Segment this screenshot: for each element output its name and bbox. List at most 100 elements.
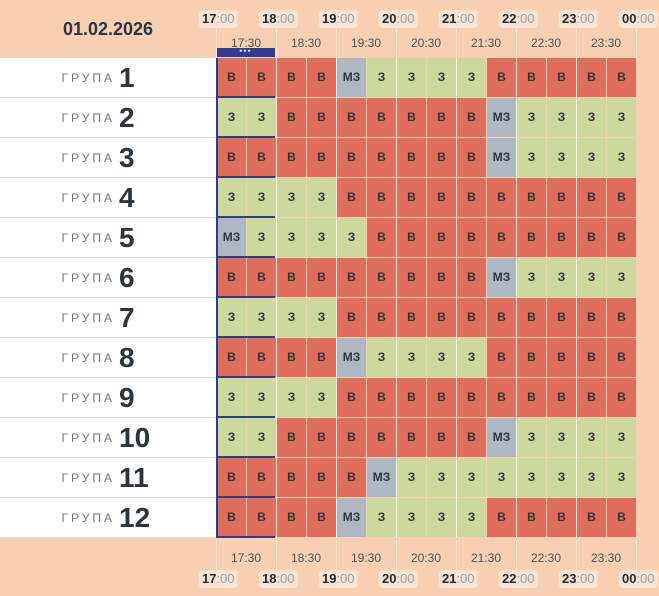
schedule-cell[interactable]: В [487, 178, 516, 217]
schedule-cell[interactable]: В [337, 138, 366, 177]
schedule-cell[interactable]: В [247, 58, 276, 97]
schedule-cell[interactable]: З [367, 338, 396, 377]
schedule-cell[interactable]: З [277, 298, 306, 337]
schedule-cell[interactable]: З [307, 298, 336, 337]
schedule-cell[interactable]: В [607, 378, 636, 417]
schedule-cell[interactable]: МЗ [337, 338, 366, 377]
schedule-cell[interactable]: З [247, 218, 276, 257]
schedule-cell[interactable]: В [457, 218, 486, 257]
schedule-cell[interactable]: З [277, 178, 306, 217]
schedule-cell[interactable]: В [547, 378, 576, 417]
schedule-cell[interactable]: В [487, 298, 516, 337]
current-time-marker[interactable]: ••• [216, 47, 275, 57]
schedule-cell[interactable]: В [607, 298, 636, 337]
schedule-cell[interactable]: З [307, 378, 336, 417]
schedule-cell[interactable]: В [547, 58, 576, 97]
group-label-row[interactable]: ГРУПА 4 [0, 178, 216, 218]
group-label-row[interactable]: ГРУПА 3 [0, 138, 216, 178]
schedule-cell[interactable]: В [457, 258, 486, 297]
schedule-cell[interactable]: В [217, 58, 246, 97]
schedule-cell[interactable]: В [247, 138, 276, 177]
schedule-cell[interactable]: З [607, 258, 636, 297]
schedule-cell[interactable]: В [367, 178, 396, 217]
schedule-cell[interactable]: З [577, 458, 606, 497]
schedule-cell[interactable]: З [517, 138, 546, 177]
schedule-cell[interactable]: В [307, 98, 336, 137]
schedule-cell[interactable]: З [217, 178, 246, 217]
schedule-cell[interactable]: В [457, 98, 486, 137]
schedule-cell[interactable]: З [517, 418, 546, 457]
schedule-cell[interactable]: З [397, 498, 426, 537]
schedule-cell[interactable]: З [427, 498, 456, 537]
schedule-cell[interactable]: З [577, 418, 606, 457]
schedule-cell[interactable]: В [367, 258, 396, 297]
schedule-cell[interactable]: В [547, 178, 576, 217]
schedule-cell[interactable]: В [487, 338, 516, 377]
schedule-cell[interactable]: В [397, 378, 426, 417]
schedule-cell[interactable]: В [337, 258, 366, 297]
schedule-cell[interactable]: З [517, 98, 546, 137]
schedule-cell[interactable]: В [517, 338, 546, 377]
schedule-cell[interactable]: В [547, 338, 576, 377]
group-label-row[interactable]: ГРУПА 6 [0, 258, 216, 298]
group-label-row[interactable]: ГРУПА 7 [0, 298, 216, 338]
schedule-cell[interactable]: В [517, 298, 546, 337]
schedule-cell[interactable]: В [367, 98, 396, 137]
schedule-cell[interactable]: В [307, 458, 336, 497]
schedule-cell[interactable]: З [577, 138, 606, 177]
schedule-cell[interactable]: В [307, 498, 336, 537]
schedule-cell[interactable]: З [547, 418, 576, 457]
schedule-cell[interactable]: В [577, 218, 606, 257]
schedule-cell[interactable]: В [397, 178, 426, 217]
schedule-cell[interactable]: З [607, 458, 636, 497]
schedule-cell[interactable]: З [397, 338, 426, 377]
schedule-cell[interactable]: МЗ [487, 98, 516, 137]
schedule-cell[interactable]: МЗ [367, 458, 396, 497]
schedule-cell[interactable]: В [247, 258, 276, 297]
schedule-cell[interactable]: В [517, 218, 546, 257]
schedule-cell[interactable]: В [607, 178, 636, 217]
schedule-cell[interactable]: В [427, 178, 456, 217]
schedule-cell[interactable]: В [487, 218, 516, 257]
schedule-cell[interactable]: В [457, 418, 486, 457]
schedule-cell[interactable]: З [427, 458, 456, 497]
schedule-cell[interactable]: В [247, 338, 276, 377]
schedule-cell[interactable]: В [487, 58, 516, 97]
schedule-cell[interactable]: В [397, 298, 426, 337]
schedule-cell[interactable]: В [367, 418, 396, 457]
schedule-cell[interactable]: В [307, 138, 336, 177]
schedule-cell[interactable]: В [307, 418, 336, 457]
schedule-cell[interactable]: В [307, 338, 336, 377]
schedule-cell[interactable]: В [397, 218, 426, 257]
schedule-cell[interactable]: В [277, 338, 306, 377]
schedule-cell[interactable]: В [217, 458, 246, 497]
schedule-cell[interactable]: В [547, 498, 576, 537]
schedule-cell[interactable]: В [577, 378, 606, 417]
schedule-cell[interactable]: З [247, 298, 276, 337]
schedule-cell[interactable]: В [247, 458, 276, 497]
schedule-cell[interactable]: В [397, 258, 426, 297]
schedule-cell[interactable]: З [247, 178, 276, 217]
schedule-cell[interactable]: З [547, 138, 576, 177]
schedule-cell[interactable]: В [427, 418, 456, 457]
schedule-cell[interactable]: В [217, 258, 246, 297]
schedule-cell[interactable]: В [517, 58, 546, 97]
schedule-cell[interactable]: З [427, 58, 456, 97]
schedule-cell[interactable]: В [307, 58, 336, 97]
schedule-cell[interactable]: В [367, 138, 396, 177]
schedule-cell[interactable]: В [427, 98, 456, 137]
schedule-cell[interactable]: В [217, 338, 246, 377]
schedule-cell[interactable]: В [547, 218, 576, 257]
schedule-cell[interactable]: В [277, 138, 306, 177]
schedule-cell[interactable]: В [217, 138, 246, 177]
schedule-cell[interactable]: В [337, 98, 366, 137]
schedule-cell[interactable]: З [247, 378, 276, 417]
schedule-cell[interactable]: МЗ [487, 418, 516, 457]
group-label-row[interactable]: ГРУПА 8 [0, 338, 216, 378]
schedule-cell[interactable]: З [307, 218, 336, 257]
schedule-cell[interactable]: З [277, 218, 306, 257]
schedule-cell[interactable]: В [247, 498, 276, 537]
schedule-cell[interactable]: В [367, 378, 396, 417]
schedule-cell[interactable]: В [367, 218, 396, 257]
schedule-cell[interactable]: МЗ [337, 58, 366, 97]
